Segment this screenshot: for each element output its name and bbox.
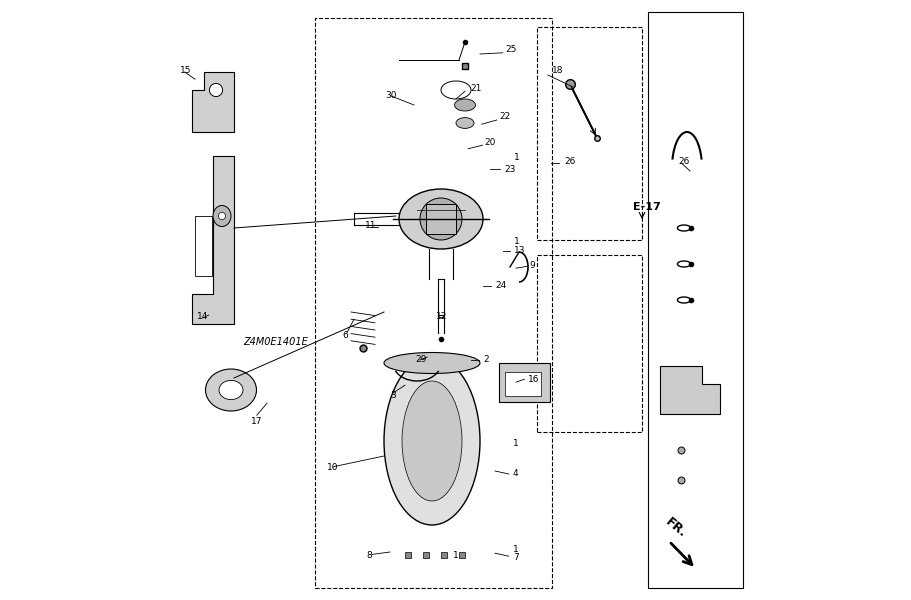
Text: 1: 1 — [453, 551, 458, 560]
Ellipse shape — [456, 118, 474, 128]
Text: 23: 23 — [504, 165, 515, 174]
Text: 12: 12 — [435, 312, 446, 322]
Text: 16: 16 — [527, 374, 539, 384]
Bar — [537, 27, 641, 240]
Text: 3: 3 — [390, 391, 395, 401]
Ellipse shape — [213, 205, 230, 226]
Ellipse shape — [210, 83, 222, 97]
Text: 20: 20 — [485, 138, 496, 147]
Bar — [314, 18, 551, 588]
Text: 18: 18 — [551, 66, 563, 75]
Text: 11: 11 — [364, 220, 376, 229]
Text: E-17: E-17 — [632, 202, 660, 212]
Text: 26: 26 — [563, 157, 575, 166]
Text: 9: 9 — [529, 260, 535, 269]
Text: 1: 1 — [514, 152, 519, 161]
Ellipse shape — [398, 189, 483, 249]
Text: 13: 13 — [514, 246, 525, 256]
Ellipse shape — [205, 369, 256, 411]
Bar — [648, 12, 742, 588]
Text: 1: 1 — [514, 236, 519, 246]
Text: Z4M0E1401E: Z4M0E1401E — [242, 337, 307, 347]
Text: 14: 14 — [197, 312, 208, 322]
Ellipse shape — [454, 99, 475, 111]
Text: 30: 30 — [384, 91, 396, 100]
Text: 7: 7 — [512, 553, 518, 563]
Text: 1: 1 — [512, 545, 518, 553]
Text: 8: 8 — [365, 551, 372, 560]
Ellipse shape — [420, 198, 462, 240]
Text: 6: 6 — [342, 331, 347, 340]
Ellipse shape — [218, 212, 225, 220]
Text: 17: 17 — [251, 416, 262, 426]
Text: 10: 10 — [327, 463, 338, 473]
Text: 2: 2 — [483, 355, 488, 364]
Text: 29: 29 — [415, 355, 426, 364]
Text: 15: 15 — [179, 66, 191, 75]
Ellipse shape — [402, 381, 462, 501]
Bar — [505, 372, 540, 396]
Bar — [195, 216, 211, 276]
Polygon shape — [192, 156, 234, 324]
Text: 25: 25 — [505, 44, 516, 53]
Bar — [425, 204, 456, 234]
Ellipse shape — [219, 380, 242, 400]
Bar — [498, 363, 549, 402]
Bar — [537, 255, 641, 432]
Polygon shape — [660, 366, 719, 414]
Ellipse shape — [384, 357, 479, 525]
Polygon shape — [192, 72, 234, 132]
Text: 1: 1 — [512, 439, 518, 449]
Ellipse shape — [384, 352, 479, 373]
Text: 4: 4 — [512, 469, 518, 479]
Text: 24: 24 — [495, 281, 506, 290]
Text: 21: 21 — [470, 84, 481, 93]
Text: 22: 22 — [498, 112, 510, 121]
Text: FR.: FR. — [662, 515, 689, 540]
Text: 26: 26 — [677, 157, 689, 166]
